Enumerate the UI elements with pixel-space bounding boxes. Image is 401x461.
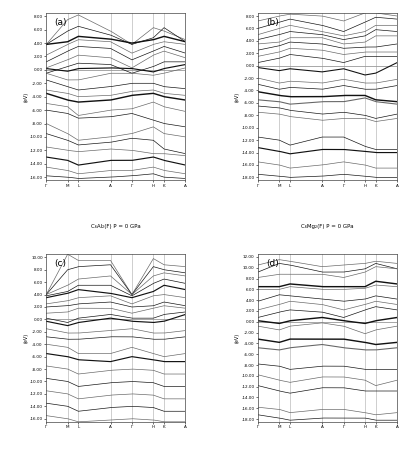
- Y-axis label: (eV): (eV): [23, 92, 28, 102]
- Text: (d): (d): [265, 259, 278, 268]
- Y-axis label: (eV): (eV): [234, 333, 239, 343]
- Y-axis label: (eV): (eV): [23, 333, 28, 343]
- Text: C₆Al₂(F) P = 0 GPa: C₆Al₂(F) P = 0 GPa: [91, 224, 140, 229]
- Text: (c): (c): [55, 259, 67, 268]
- Text: (b): (b): [265, 18, 278, 27]
- Y-axis label: (eV): (eV): [234, 92, 239, 102]
- Text: (a): (a): [55, 18, 67, 27]
- Text: C₆Mg₂(F) P = 0 GPa: C₆Mg₂(F) P = 0 GPa: [300, 224, 353, 229]
